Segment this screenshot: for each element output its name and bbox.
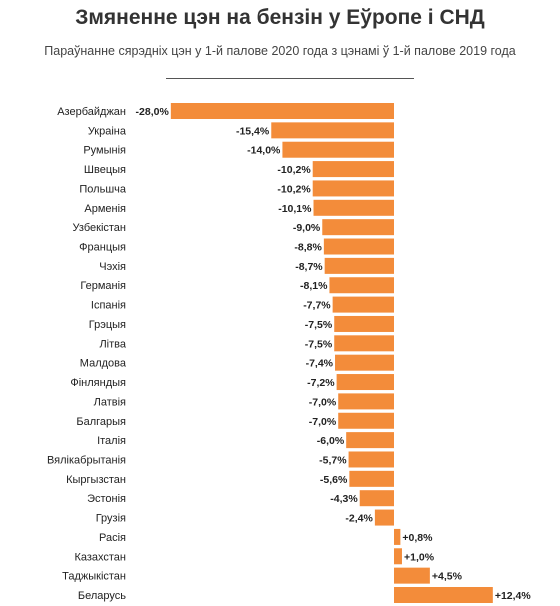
- category-label: Іспанія: [91, 300, 126, 312]
- category-label: Вялікабрытанія: [47, 454, 126, 466]
- bar: [338, 393, 394, 410]
- value-label: -10,2%: [277, 164, 311, 176]
- value-label: +12,4%: [495, 590, 532, 602]
- bar: [394, 587, 493, 603]
- category-label: Малдова: [80, 358, 127, 370]
- bar: [322, 219, 394, 236]
- value-label: -7,5%: [305, 319, 333, 331]
- category-label: Азербайджан: [57, 106, 126, 118]
- bar: [313, 199, 394, 216]
- category-label: Арменія: [84, 203, 126, 215]
- category-label: Чэхія: [99, 261, 126, 273]
- category-label: Грэцыя: [89, 319, 126, 331]
- bar: [312, 180, 394, 197]
- value-label: -7,0%: [309, 416, 337, 428]
- bar: [394, 528, 401, 545]
- category-label: Украіна: [88, 125, 127, 137]
- category-label: Румынія: [83, 145, 126, 157]
- value-label: -8,1%: [300, 280, 328, 292]
- chart-title: Змяненне цэн на бензін у Еўропе і СНД: [75, 6, 485, 29]
- value-label: -8,8%: [294, 242, 322, 254]
- value-label: -28,0%: [136, 106, 170, 118]
- bar: [312, 161, 394, 178]
- category-label: Літва: [99, 338, 126, 350]
- bar: [282, 141, 394, 158]
- bar: [346, 432, 394, 449]
- category-label: Эстонія: [87, 493, 126, 505]
- category-label: Польшча: [79, 183, 126, 195]
- value-label: -7,0%: [309, 396, 337, 408]
- category-label: Расія: [99, 532, 126, 544]
- value-label: -7,2%: [307, 377, 335, 389]
- bar: [332, 296, 394, 313]
- title-divider: [166, 78, 414, 79]
- bar: [359, 490, 394, 507]
- value-label: +0,8%: [402, 532, 433, 544]
- category-label: Балгарыя: [76, 416, 126, 428]
- bar: [374, 509, 394, 526]
- value-label: -8,7%: [295, 261, 323, 273]
- value-label: -7,7%: [303, 300, 331, 312]
- category-label: Францыя: [79, 242, 126, 254]
- bar: [336, 374, 394, 391]
- bar: [334, 335, 394, 352]
- value-label: -5,6%: [320, 474, 348, 486]
- category-label: Швецыя: [84, 164, 126, 176]
- value-label: +4,5%: [432, 571, 463, 583]
- bar: [394, 548, 402, 565]
- value-label: -9,0%: [293, 222, 321, 234]
- value-label: -5,7%: [319, 454, 347, 466]
- category-label: Таджыкістан: [62, 571, 126, 583]
- bar: [348, 451, 394, 468]
- value-label: -2,4%: [345, 513, 373, 525]
- category-label: Кыргызстан: [66, 474, 126, 486]
- bar: [271, 122, 394, 139]
- value-label: -14,0%: [247, 145, 281, 157]
- value-label: -15,4%: [236, 125, 270, 137]
- category-label: Італія: [97, 435, 126, 447]
- bar: [349, 470, 394, 487]
- value-label: -7,4%: [306, 358, 334, 370]
- value-label: -4,3%: [330, 493, 358, 505]
- category-label: Латвія: [94, 396, 126, 408]
- value-label: +1,0%: [404, 551, 435, 563]
- bar: [394, 567, 430, 584]
- chart-subtitle: Параўнанне сярэдніх цэн у 1-й палове 202…: [44, 44, 516, 58]
- bar: [323, 238, 394, 255]
- category-label: Грузія: [96, 513, 126, 525]
- category-label: Беларусь: [78, 590, 126, 602]
- category-label: Германія: [80, 280, 126, 292]
- category-label: Казахстан: [74, 551, 126, 563]
- category-label: Фінляндыя: [70, 377, 126, 389]
- value-label: -10,1%: [278, 203, 312, 215]
- bar: [334, 315, 394, 332]
- value-label: -6,0%: [317, 435, 345, 447]
- bar: [324, 257, 394, 274]
- bar: [170, 103, 394, 119]
- value-label: -10,2%: [277, 183, 311, 195]
- bar: [329, 277, 394, 294]
- category-label: Узбекістан: [73, 222, 126, 234]
- bar: [338, 412, 394, 429]
- value-label: -7,5%: [305, 338, 333, 350]
- bar: [335, 354, 394, 371]
